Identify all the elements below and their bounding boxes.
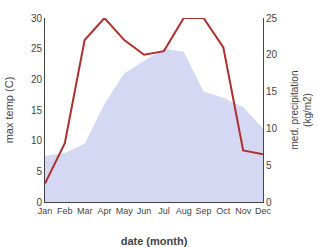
svg-text:15: 15	[31, 105, 43, 116]
svg-text:Jan: Jan	[38, 206, 53, 216]
svg-text:15: 15	[266, 86, 278, 97]
svg-text:25: 25	[266, 13, 278, 24]
svg-text:25: 25	[31, 43, 43, 54]
svg-text:10: 10	[31, 135, 43, 146]
svg-text:Dec: Dec	[255, 206, 272, 216]
svg-text:20: 20	[31, 74, 43, 85]
svg-text:10: 10	[266, 123, 278, 134]
svg-text:0: 0	[266, 197, 272, 208]
svg-text:med. precipitation(kg/m2): med. precipitation(kg/m2)	[289, 71, 313, 150]
svg-text:May: May	[116, 206, 134, 216]
svg-text:Mar: Mar	[77, 206, 93, 216]
svg-text:Sep: Sep	[196, 206, 212, 216]
svg-text:max temp (C): max temp (C)	[3, 77, 15, 144]
svg-text:Jun: Jun	[137, 206, 152, 216]
svg-text:Jul: Jul	[158, 206, 170, 216]
svg-text:Feb: Feb	[57, 206, 73, 216]
svg-text:date (month): date (month)	[121, 235, 188, 247]
svg-text:Aug: Aug	[176, 206, 192, 216]
svg-text:30: 30	[31, 13, 43, 24]
svg-text:5: 5	[36, 166, 42, 177]
svg-text:Apr: Apr	[97, 206, 111, 216]
svg-text:5: 5	[266, 160, 272, 171]
svg-text:Oct: Oct	[216, 206, 231, 216]
svg-text:Nov: Nov	[235, 206, 252, 216]
svg-text:0: 0	[36, 197, 42, 208]
svg-text:20: 20	[266, 49, 278, 60]
